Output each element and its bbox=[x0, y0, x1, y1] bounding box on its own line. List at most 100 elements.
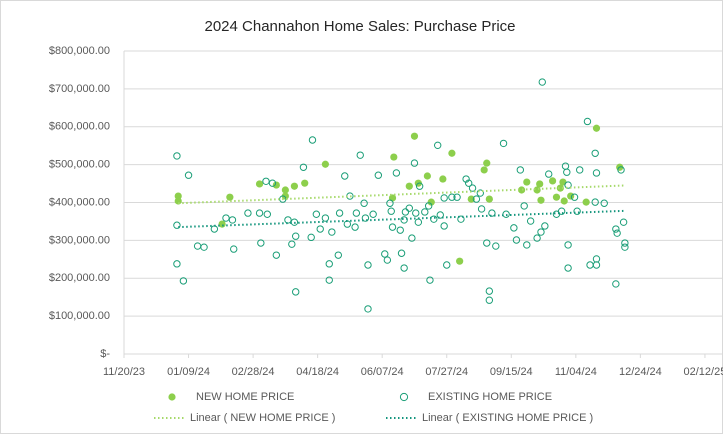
data-point bbox=[179, 277, 188, 285]
data-point bbox=[621, 239, 629, 247]
data-point bbox=[356, 151, 364, 159]
data-point bbox=[184, 171, 193, 179]
x-tick-label: 11/20/23 bbox=[103, 366, 145, 378]
data-point bbox=[492, 242, 500, 250]
data-point bbox=[386, 199, 394, 207]
data-point bbox=[485, 296, 494, 304]
data-point bbox=[564, 241, 572, 249]
data-point bbox=[412, 209, 420, 217]
data-point bbox=[299, 163, 308, 171]
data-point bbox=[392, 169, 401, 177]
data-point bbox=[483, 239, 491, 247]
data-point bbox=[617, 166, 625, 174]
data-point bbox=[374, 171, 383, 179]
data-point bbox=[325, 260, 333, 268]
data-point bbox=[312, 210, 321, 218]
data-point bbox=[255, 180, 264, 188]
x-tick-label: 11/04/24 bbox=[555, 366, 597, 378]
data-point bbox=[548, 177, 557, 185]
data-point bbox=[415, 182, 424, 190]
data-point bbox=[499, 139, 508, 148]
data-point bbox=[518, 186, 526, 194]
data-point bbox=[434, 141, 442, 150]
data-point bbox=[476, 189, 485, 197]
data-point bbox=[288, 240, 296, 248]
data-point bbox=[457, 215, 465, 223]
data-point bbox=[520, 202, 528, 210]
x-tick-label: 02/12/25 bbox=[684, 366, 723, 378]
data-point bbox=[272, 251, 281, 259]
data-point bbox=[173, 152, 181, 160]
data-point bbox=[364, 305, 372, 313]
data-point bbox=[523, 178, 531, 186]
data-point bbox=[387, 207, 395, 215]
data-point bbox=[361, 214, 370, 222]
y-tick-label: $700,000.00 bbox=[49, 83, 110, 95]
legend-label: Linear ( NEW HOME PRICE ) bbox=[190, 412, 335, 424]
data-point bbox=[228, 216, 237, 224]
data-point bbox=[556, 184, 564, 192]
data-point bbox=[439, 175, 447, 183]
data-point bbox=[537, 196, 545, 204]
data-point bbox=[426, 276, 434, 284]
data-point bbox=[226, 193, 234, 201]
data-point bbox=[440, 194, 448, 202]
data-point bbox=[430, 215, 438, 223]
data-point bbox=[262, 177, 270, 185]
data-point bbox=[405, 182, 413, 190]
data-point bbox=[328, 228, 336, 236]
data-point bbox=[173, 221, 181, 229]
data-point bbox=[560, 197, 568, 205]
data-point bbox=[567, 192, 575, 200]
data-point bbox=[552, 193, 561, 201]
y-tick-label: $- bbox=[100, 348, 110, 360]
data-point bbox=[369, 210, 377, 218]
data-point bbox=[591, 198, 599, 206]
data-point bbox=[268, 179, 277, 187]
data-point bbox=[564, 181, 572, 189]
data-point bbox=[423, 172, 431, 180]
y-tick-label: $800,000.00 bbox=[49, 45, 110, 57]
data-point bbox=[173, 260, 181, 268]
data-point bbox=[257, 239, 265, 247]
data-point bbox=[502, 210, 510, 218]
data-point bbox=[621, 243, 629, 251]
data-point bbox=[456, 257, 464, 265]
legend-label: Linear ( EXISTING HOME PRICE ) bbox=[422, 412, 593, 424]
data-point bbox=[440, 222, 448, 230]
data-point bbox=[321, 160, 329, 168]
x-tick-label: 04/18/24 bbox=[296, 366, 339, 378]
chart-title: 2024 Channahon Home Sales: Purchase Pric… bbox=[204, 18, 515, 35]
data-point bbox=[421, 208, 429, 216]
data-point bbox=[526, 217, 535, 225]
data-point bbox=[485, 287, 494, 295]
data-point bbox=[427, 198, 435, 206]
data-point bbox=[410, 132, 419, 140]
data-point bbox=[573, 207, 581, 215]
data-point bbox=[272, 181, 280, 189]
data-point bbox=[200, 243, 208, 251]
data-point bbox=[512, 236, 521, 244]
data-point bbox=[592, 169, 601, 177]
x-tick-label: 06/07/24 bbox=[361, 366, 404, 378]
data-point bbox=[316, 225, 324, 233]
data-point bbox=[559, 178, 567, 186]
data-point bbox=[485, 195, 493, 203]
data-point bbox=[401, 208, 410, 216]
data-point bbox=[462, 175, 470, 183]
data-point bbox=[592, 124, 601, 132]
data-point bbox=[582, 198, 590, 206]
y-tick-label: $200,000.00 bbox=[49, 272, 110, 284]
data-point bbox=[536, 180, 544, 188]
x-tick-label: 01/09/24 bbox=[167, 366, 210, 378]
data-point bbox=[448, 149, 456, 157]
x-tick-label: 02/28/24 bbox=[232, 366, 275, 378]
y-tick-label: $500,000.00 bbox=[49, 159, 110, 171]
data-point bbox=[453, 193, 461, 201]
data-point bbox=[281, 192, 289, 200]
data-point bbox=[400, 264, 408, 272]
data-point bbox=[307, 233, 315, 242]
data-point bbox=[334, 251, 342, 259]
data-point bbox=[523, 241, 531, 249]
